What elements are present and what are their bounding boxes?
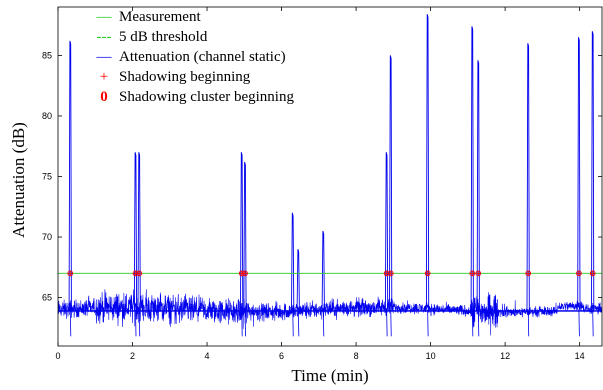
legend-label: Measurement: [119, 9, 201, 25]
spike-14: [577, 37, 581, 337]
shadowing-marker-7: [424, 270, 431, 277]
spike-7: [321, 230, 325, 337]
legend-label: Shadowing beginning: [119, 69, 251, 85]
legend-item-4: 0 Shadowing cluster beginning: [100, 89, 294, 105]
legend-label: Shadowing cluster beginning: [119, 89, 294, 105]
axes: 0 2 4 6 8 10 12 14 65 70 75 80 85: [42, 6, 603, 361]
legend-label: Attenuation (channel static): [119, 49, 286, 65]
legend-marker: +: [100, 69, 108, 85]
legend-marker: 0: [100, 89, 108, 105]
y-tick-label: 65: [42, 293, 52, 303]
spike-13: [526, 43, 530, 337]
x-tick-label: 6: [279, 351, 284, 361]
spike-11: [470, 26, 474, 337]
shadowing-marker-8: [469, 270, 476, 277]
legend-marker: —: [96, 9, 113, 25]
legend-item-1: --- 5 dB threshold: [97, 29, 208, 45]
attenuation-noise-line: [58, 289, 602, 336]
y-tick-label: 75: [42, 172, 52, 182]
spike-12: [476, 60, 480, 337]
x-tick-label: 2: [130, 351, 135, 361]
legend-marker: ---: [97, 29, 112, 45]
legend-item-0: — Measurement: [96, 9, 202, 25]
x-tick-label: 14: [575, 351, 585, 361]
y-axis-title: Attenuation (dB): [9, 122, 28, 238]
plot-inner: [58, 14, 602, 337]
x-tick-label: 4: [205, 351, 210, 361]
x-tick-label: 12: [500, 351, 510, 361]
y-tick-label: 85: [42, 50, 52, 60]
y-tick-label: 70: [42, 232, 52, 242]
y-tick-label: 80: [42, 111, 52, 121]
legend-label: 5 dB threshold: [119, 29, 208, 45]
shadowing-marker-2: [136, 270, 143, 277]
spike-4: [243, 161, 247, 337]
shadowing-marker-12: [589, 270, 596, 277]
spike-2: [137, 152, 141, 337]
shadowing-marker-6: [387, 270, 394, 277]
spike-15: [591, 31, 595, 337]
spike-1: [133, 152, 138, 337]
legend-item-2: — Attenuation (channel static): [96, 49, 286, 65]
x-tick-label: 8: [354, 351, 359, 361]
x-tick-label: 0: [55, 351, 60, 361]
shadowing-marker-10: [525, 270, 532, 277]
spike-0: [68, 40, 72, 337]
spike-3: [240, 152, 244, 337]
legend: — Measurement --- 5 dB threshold — Attenuatio…: [96, 9, 295, 105]
shadowing-marker-0: [67, 270, 74, 277]
x-tick-label: 10: [426, 351, 436, 361]
legend-item-3: + Shadowing beginning: [100, 69, 251, 85]
shadowing-marker-4: [242, 270, 248, 277]
spike-8: [384, 152, 389, 337]
plot-area: [58, 14, 602, 337]
spike-9: [389, 55, 393, 337]
shadowing-marker-11: [576, 270, 582, 277]
spike-5: [291, 212, 295, 337]
spike-6: [296, 248, 300, 337]
shadowing-marker-9: [475, 270, 482, 277]
spike-10: [425, 14, 430, 337]
x-axis-title: Time (min): [291, 366, 368, 385]
legend-marker: —: [96, 49, 113, 65]
